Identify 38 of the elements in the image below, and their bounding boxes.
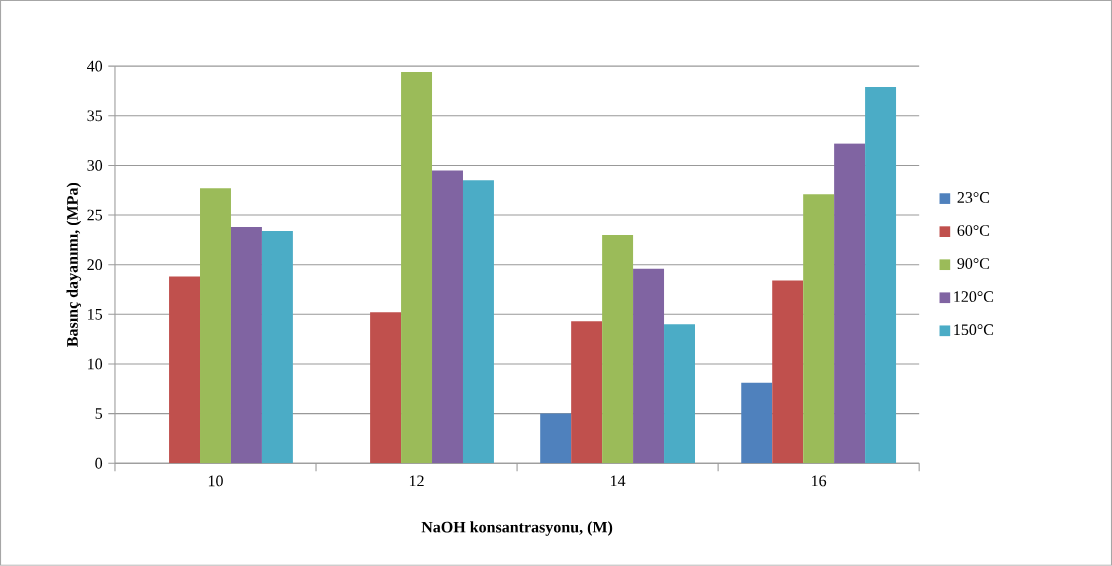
y-tick-label: 5 (95, 408, 103, 419)
bar (602, 234, 634, 464)
bar (865, 87, 897, 464)
y-tick-label: 40 (87, 60, 103, 72)
y-tick-label: 30 (87, 160, 103, 171)
bar (261, 231, 293, 464)
y-tick-label: 0 (95, 457, 103, 469)
bar (633, 268, 665, 464)
legend-label: 90°C (957, 258, 990, 270)
bar (664, 324, 695, 464)
x-tick-label: 12 (409, 475, 424, 487)
bar (803, 194, 835, 464)
y-tick-label: 10 (88, 358, 103, 370)
legend-label: 23°C (957, 192, 990, 203)
bar (200, 188, 231, 464)
bar (169, 276, 201, 464)
bar (432, 170, 463, 464)
y-tick-label: 20 (87, 259, 103, 271)
bar (741, 382, 773, 464)
bar (571, 321, 603, 464)
bar (772, 280, 804, 464)
x-tick-label: 10 (208, 475, 223, 487)
bar (834, 143, 866, 464)
legend-label: 120°C (954, 291, 994, 303)
legend-label: 60°C (957, 225, 990, 236)
bar (462, 180, 494, 464)
y-tick-label: 25 (87, 209, 103, 221)
bar (401, 72, 433, 464)
bar (230, 227, 262, 464)
legend-label: 150°C (954, 324, 994, 336)
bar (540, 413, 572, 464)
y-tick-label: 15 (88, 309, 103, 320)
bar (370, 312, 402, 464)
y-axis-title: Basınç dayanımı, (MPa) (66, 183, 82, 347)
y-tick-label: 35 (87, 110, 103, 122)
x-tick-label: 14 (610, 475, 626, 487)
x-tick-label: 16 (812, 475, 827, 487)
x-axis-title: NaOH konsantrasyonu, (M) (421, 521, 613, 536)
